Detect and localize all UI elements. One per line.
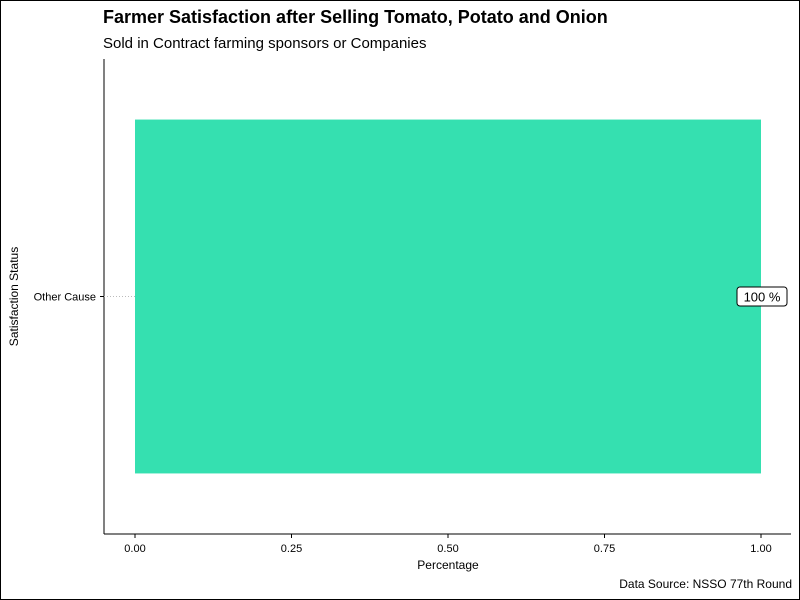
data-label: 100 %: [736, 286, 788, 307]
x-tick-label: 0.25: [281, 543, 302, 555]
x-tick-label: 1.00: [750, 543, 771, 555]
chart-title: Farmer Satisfaction after Selling Tomato…: [103, 7, 608, 27]
x-tick-label: 0.75: [594, 543, 615, 555]
y-axis-ticks: Other Cause: [34, 292, 104, 304]
y-tick-label: Other Cause: [34, 292, 96, 304]
data-label-text: 100 %: [744, 290, 781, 305]
x-axis-ticks: 0.00 0.25 0.50 0.75 1.00: [124, 534, 772, 555]
bar-marks: 100 %: [104, 119, 788, 474]
chart-subtitle: Sold in Contract farming sponsors or Com…: [103, 35, 427, 52]
chart-caption: Data Source: NSSO 77th Round: [619, 577, 792, 591]
data-label-box: [736, 286, 788, 307]
x-tick-label: 0.50: [437, 543, 458, 555]
bar: [135, 119, 761, 474]
y-axis-label: Satisfaction Status: [7, 247, 21, 346]
x-axis-label: Percentage: [417, 558, 479, 572]
x-tick-label: 0.00: [124, 543, 145, 555]
